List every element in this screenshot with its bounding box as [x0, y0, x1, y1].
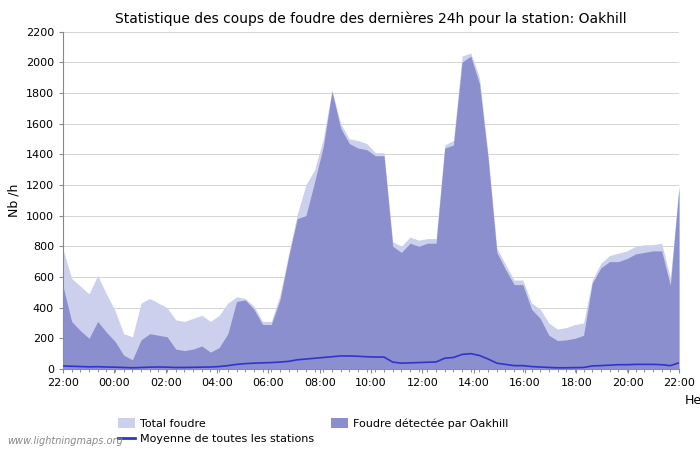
Title: Statistique des coups de foudre des dernières 24h pour la station: Oakhill: Statistique des coups de foudre des dern…	[116, 12, 626, 26]
Text: Heure: Heure	[685, 394, 700, 407]
Legend: Total foudre, Moyenne de toutes les stations, Foudre détectée par Oakhill: Total foudre, Moyenne de toutes les stat…	[118, 418, 508, 445]
Text: www.lightningmaps.org: www.lightningmaps.org	[7, 436, 122, 446]
Y-axis label: Nb /h: Nb /h	[7, 184, 20, 217]
